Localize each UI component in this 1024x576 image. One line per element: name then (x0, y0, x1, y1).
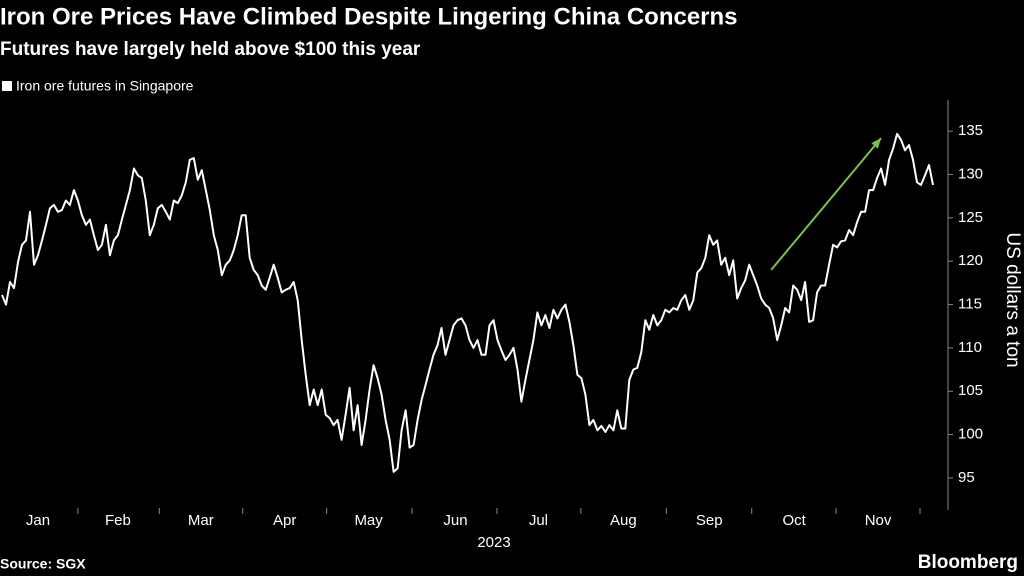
y-tick-label: 105 (958, 382, 983, 399)
brand: Bloomberg (918, 552, 1018, 573)
y-tick-label: 95 (958, 469, 975, 486)
x-tick-label: Oct (782, 512, 806, 529)
y-tick-label: 110 (958, 339, 982, 356)
x-tick-label: Jun (443, 512, 467, 529)
legend-swatch (2, 81, 12, 91)
x-tick-label: Nov (865, 512, 892, 529)
y-tick-label: 125 (958, 209, 983, 226)
chart-title: Iron Ore Prices Have Climbed Despite Lin… (0, 3, 738, 30)
y-tick-label: 100 (958, 426, 983, 443)
y-tick-label: 115 (958, 296, 982, 313)
x-axis-label: 2023 (477, 534, 510, 551)
annotation-arrow (770, 137, 882, 271)
legend-label: Iron ore futures in Singapore (16, 78, 194, 94)
y-tick-label: 130 (958, 166, 983, 183)
chart-subtitle: Futures have largely held above $100 thi… (0, 39, 421, 60)
x-tick-label: Jul (529, 512, 548, 529)
source: Source: SGX (0, 556, 86, 572)
x-tick-label: Feb (105, 512, 131, 529)
data-line (1, 132, 934, 473)
y-tick-label: 120 (958, 252, 983, 269)
x-tick-label: Sep (696, 512, 723, 529)
arrow-head (871, 138, 882, 149)
x-tick-label: May (354, 512, 383, 529)
x-tick-label: Jan (26, 512, 50, 529)
y-tick-label: 135 (958, 122, 983, 139)
x-tick-label: Aug (610, 512, 637, 529)
y-axis-label: US dollars a ton (1002, 232, 1023, 367)
x-tick-label: Apr (273, 512, 296, 529)
x-tick-label: Mar (188, 512, 214, 529)
